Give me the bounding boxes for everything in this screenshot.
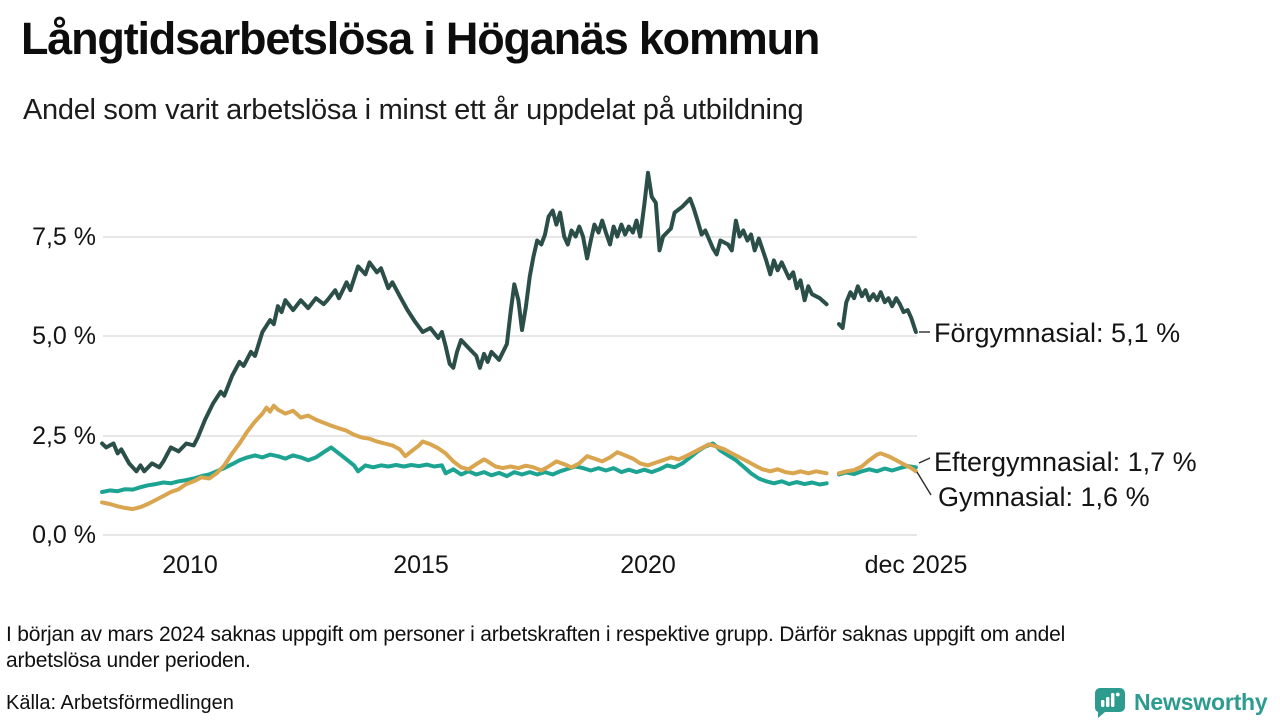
series-line-gymnasial-seg2 bbox=[837, 451, 918, 476]
x-tick-2020: 2020 bbox=[620, 551, 676, 579]
label-forgymnasial: Förgymnasial: 5,1 % bbox=[934, 318, 1180, 348]
y-tick-5-0: 5,0 % bbox=[32, 322, 96, 350]
page-title: Långtidsarbetslösa i Höganäs kommun bbox=[21, 13, 820, 64]
exclamation-dot bbox=[1115, 692, 1120, 697]
series-lines bbox=[100, 170, 918, 512]
newsworthy-icon bbox=[1094, 688, 1125, 718]
x-tick-dec-2025: dec 2025 bbox=[865, 551, 968, 579]
series-end-labels: Förgymnasial: 5,1 % Eftergymnasial: 1,7 … bbox=[916, 318, 1197, 512]
bar-small bbox=[1101, 700, 1105, 707]
y-axis-labels: 7,5 % 5,0 % 2,5 % 0,0 % bbox=[32, 223, 96, 549]
newsworthy-wordmark: Newsworthy bbox=[1134, 689, 1268, 715]
connector-gymnasial bbox=[916, 471, 932, 496]
speech-bubble-shape bbox=[1094, 688, 1125, 718]
line-chart: 7,5 % 5,0 % 2,5 % 0,0 % 2010 2015 2020 d… bbox=[32, 170, 1197, 579]
x-axis-labels: 2010 2015 2020 dec 2025 bbox=[162, 551, 967, 579]
bar-medium bbox=[1106, 697, 1110, 707]
newsworthy-logo[interactable]: Newsworthy bbox=[1093, 687, 1268, 718]
series-line-förgymnasial-seg1 bbox=[100, 170, 829, 474]
x-tick-2015: 2015 bbox=[393, 551, 449, 579]
page-subtitle: Andel som varit arbetslösa i minst ett å… bbox=[23, 94, 804, 126]
y-tick-0-0: 0,0 % bbox=[32, 521, 96, 549]
label-eftergymnasial: Eftergymnasial: 1,7 % bbox=[934, 447, 1197, 477]
label-gymnasial: Gymnasial: 1,6 % bbox=[938, 482, 1150, 512]
series-line-förgymnasial-seg2 bbox=[837, 284, 918, 334]
footnote: I början av mars 2024 saknas uppgift om … bbox=[6, 623, 1066, 672]
gridlines bbox=[103, 236, 917, 536]
x-tick-2010: 2010 bbox=[162, 551, 218, 579]
source-note: Källa: Arbetsförmedlingen bbox=[6, 692, 234, 714]
series-line-gymnasial-seg1 bbox=[100, 403, 829, 512]
connector-eftergymnasial bbox=[918, 457, 931, 464]
y-tick-7-5: 7,5 % bbox=[32, 223, 96, 251]
bar-large bbox=[1111, 693, 1115, 707]
y-tick-2-5: 2,5 % bbox=[32, 422, 96, 450]
series-line-eftergymnasial-seg2 bbox=[837, 464, 918, 477]
